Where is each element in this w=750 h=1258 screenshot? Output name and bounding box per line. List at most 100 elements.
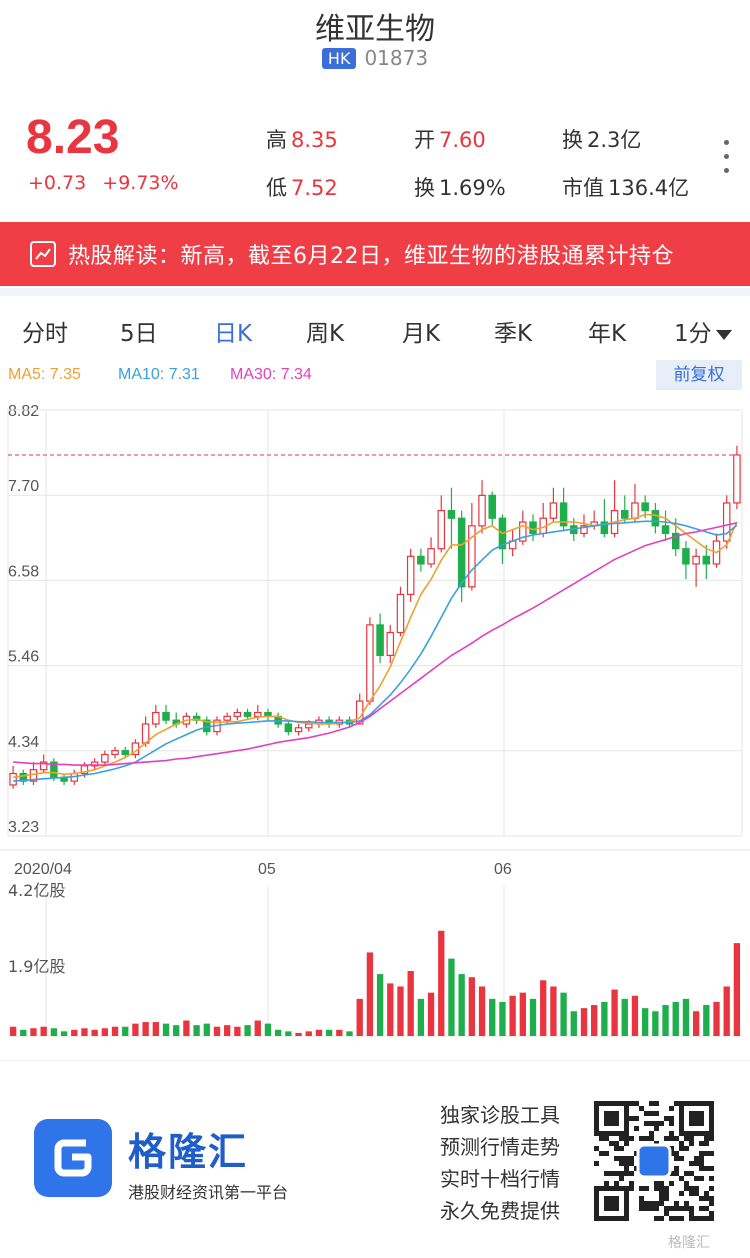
plot-border xyxy=(7,409,743,837)
volume-bar xyxy=(356,998,363,1036)
ma10-line xyxy=(13,520,738,782)
volume-bar xyxy=(682,998,690,1036)
more-options-icon[interactable] xyxy=(722,140,730,182)
candle-body xyxy=(243,711,252,717)
y-axis-label: 7.70 xyxy=(8,478,39,495)
kline-chart[interactable]: 8.82 7.70 6.58 5.46 4.34 3.23 2020/04 05 06 4.2亿股… xyxy=(0,396,750,1046)
quote-panel: 8.23 +0.73 +9.73% 高 8.35 开 7.60 换 2.3亿 低 7.5… xyxy=(0,100,750,218)
candle-body xyxy=(641,502,649,512)
candle-body xyxy=(294,727,303,733)
candle-body xyxy=(396,593,405,634)
volume-bar xyxy=(50,1028,58,1036)
watermark: 格隆汇 xyxy=(668,1235,710,1251)
volume-bar xyxy=(662,1005,669,1036)
volume-bar xyxy=(101,1028,109,1036)
volume-bar xyxy=(417,998,425,1036)
volume-bar xyxy=(509,995,516,1036)
volume-bar xyxy=(234,1026,241,1036)
tab-yearly-k[interactable]: 年K xyxy=(588,321,627,347)
open-stat: 开 7.60 xyxy=(414,124,486,154)
candle-body xyxy=(549,502,558,519)
current-price: 8.23 xyxy=(26,111,120,164)
volume-bar xyxy=(81,1028,88,1036)
volume-bar xyxy=(591,1005,598,1036)
candle-body xyxy=(702,555,711,565)
volume-bar xyxy=(519,992,526,1036)
banner-text: 热股解读：新高，截至6月22日，维亚生物的港股通累计持仓 xyxy=(68,244,674,269)
volume-bar xyxy=(621,998,628,1036)
volume-bar xyxy=(489,998,496,1036)
market-cap-stat: 市值 136.4亿 xyxy=(562,172,689,202)
volume-bar xyxy=(315,1029,323,1036)
candle-body xyxy=(580,525,588,535)
volume-bar xyxy=(601,1001,608,1036)
x-axis-label: 06 xyxy=(494,861,512,878)
y-axis-label: 5.46 xyxy=(8,649,39,666)
volume-bar xyxy=(285,1031,292,1036)
volume-bar xyxy=(560,992,567,1036)
y-axis-label: 6.58 xyxy=(8,563,39,580)
volume-bar xyxy=(672,1001,679,1036)
volume-bar xyxy=(20,1029,27,1036)
volume-bar xyxy=(224,1025,231,1036)
promo-line: 永久免费提供 xyxy=(440,1199,560,1223)
volume-bar xyxy=(162,1023,170,1036)
candle-body xyxy=(529,521,537,535)
volume-bar xyxy=(346,1031,353,1036)
tab-daily-k[interactable]: 日K xyxy=(214,321,253,347)
volume-bar xyxy=(111,1026,119,1036)
volume-bar xyxy=(122,1026,129,1036)
volume-bar xyxy=(397,986,404,1036)
volume-bar xyxy=(692,1011,700,1036)
candle-body xyxy=(478,494,486,527)
volume-bar xyxy=(652,1011,659,1036)
tab-5day[interactable]: 5日 xyxy=(120,321,158,347)
candle-body xyxy=(39,761,48,771)
candle-body xyxy=(233,711,242,717)
candle-body xyxy=(488,494,496,519)
candle-body xyxy=(692,555,700,565)
low-label: 低 xyxy=(266,176,287,200)
candle-body xyxy=(101,753,109,763)
candle-body xyxy=(733,454,741,504)
candle-body xyxy=(621,509,629,519)
tab-quarterly-k[interactable]: 季K xyxy=(494,321,533,347)
high-label: 高 xyxy=(266,128,287,152)
stock-name: 维亚生物 xyxy=(315,12,435,47)
volume-bar xyxy=(264,1023,272,1036)
period-tabs: 分时 5日 日K 周K 月K 季K 年K 1分 xyxy=(0,300,750,360)
tab-monthly-k[interactable]: 月K xyxy=(402,321,441,347)
volume-bar xyxy=(325,1029,333,1036)
tab-weekly-k[interactable]: 周K xyxy=(306,321,345,347)
y-axis-label: 4.34 xyxy=(8,734,39,751)
hot-stock-banner[interactable]: 热股解读：新高，截至6月22日，维亚生物的港股通累计持仓 xyxy=(0,222,750,286)
volume-bar xyxy=(305,1031,312,1036)
brand-slogan: 港股财经资讯第一平台 xyxy=(128,1183,289,1202)
candle-body xyxy=(722,502,731,542)
candle-body xyxy=(651,509,660,527)
turnover-stat: 换 2.3亿 xyxy=(562,124,641,154)
brand-logo-icon xyxy=(34,1119,112,1197)
tab-minute-dropdown[interactable]: 1分 xyxy=(674,314,732,348)
section-divider xyxy=(0,288,750,296)
volume-bar xyxy=(529,998,537,1036)
volume-bar xyxy=(295,1032,302,1036)
candle-body xyxy=(447,509,456,519)
candle-body xyxy=(254,711,262,717)
brand-name: 格隆汇 xyxy=(128,1130,249,1174)
adjust-button[interactable]: 前复权 xyxy=(656,360,742,390)
candle-body xyxy=(406,555,415,596)
price-change: +0.73 +9.73% xyxy=(28,172,189,194)
x-axis-label: 05 xyxy=(258,861,276,878)
qr-code[interactable] xyxy=(594,1101,714,1221)
volume-bar xyxy=(203,1023,210,1036)
tab-intraday[interactable]: 分时 xyxy=(22,321,68,347)
volume-bar xyxy=(611,989,618,1036)
volume-bar xyxy=(9,1026,17,1036)
volume-bar xyxy=(438,930,445,1036)
volume-bar xyxy=(448,958,455,1036)
volume-bar xyxy=(478,986,486,1036)
candle-body xyxy=(376,624,384,656)
y-axis-label: 8.82 xyxy=(8,403,39,420)
stock-code-row: HK 01873 xyxy=(0,46,750,70)
